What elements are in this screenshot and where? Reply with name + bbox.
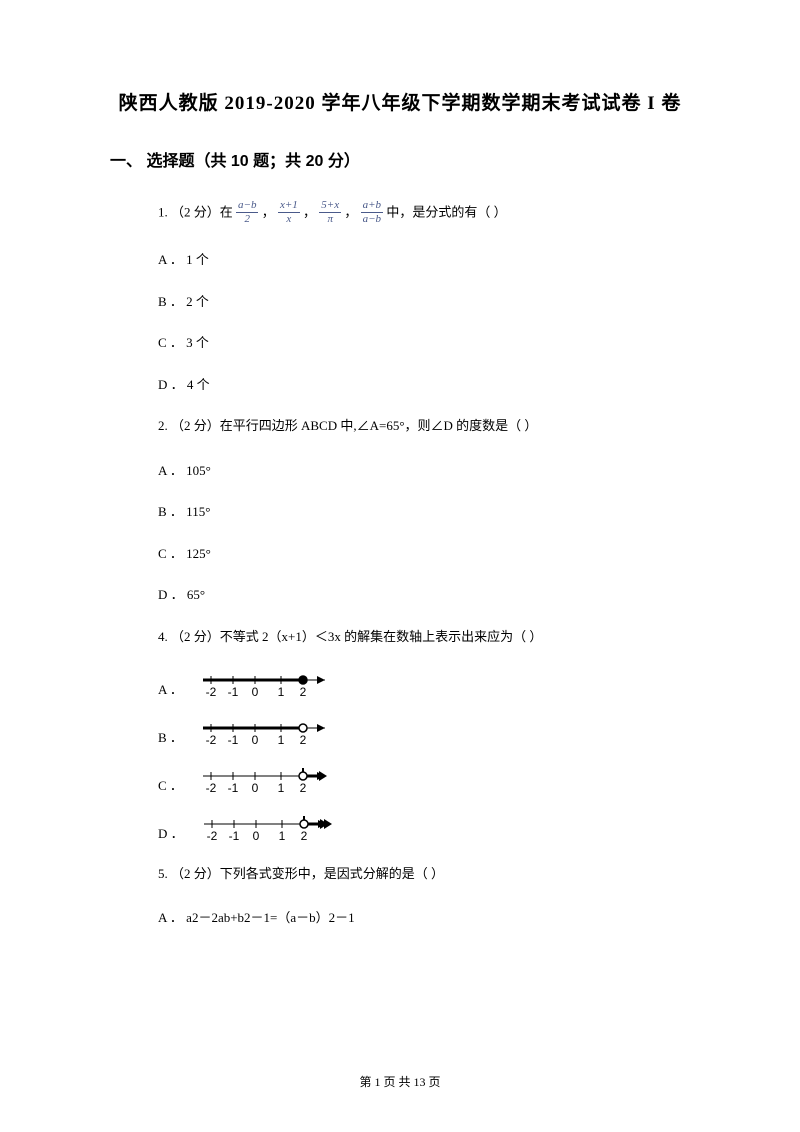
question-1: 1. （2 分）在 a−b 2 ， x+1 x ， 5+x π ， a+b a−… bbox=[158, 201, 690, 226]
q2-option-b: B ． 115° bbox=[158, 502, 690, 522]
question-5: 5. （2 分）下列各式变形中，是因式分解的是（ ） bbox=[158, 864, 690, 885]
svg-text:-1: -1 bbox=[228, 685, 239, 699]
q4-option-a: A ． -2 -1 0 1 2 bbox=[158, 672, 690, 706]
footer-prefix: 第 bbox=[359, 1075, 374, 1089]
q1-suffix: 中，是分式的有（ ） bbox=[386, 204, 506, 219]
svg-text:2: 2 bbox=[300, 829, 307, 843]
q4-option-b-label: B ． bbox=[158, 727, 183, 746]
section-header: 一、 选择题（共 10 题；共 20 分） bbox=[110, 147, 690, 171]
svg-text:2: 2 bbox=[300, 781, 307, 795]
q1-option-b: B ． 2 个 bbox=[158, 292, 690, 312]
svg-text:-2: -2 bbox=[206, 829, 217, 843]
svg-text:2: 2 bbox=[300, 733, 307, 747]
q4-option-d: D ． -2 -1 0 1 2 bbox=[158, 816, 690, 850]
question-2-stem: 2. （2 分）在平行四边形 ABCD 中,∠A=65°，则∠D 的度数是（ ） bbox=[158, 416, 690, 437]
sep-2: ， bbox=[303, 204, 319, 219]
svg-text:1: 1 bbox=[278, 733, 285, 747]
sep-1: ， bbox=[262, 204, 278, 219]
svg-text:-2: -2 bbox=[206, 685, 217, 699]
footer-middle: 页 共 bbox=[380, 1075, 413, 1089]
svg-text:-1: -1 bbox=[228, 781, 239, 795]
svg-text:1: 1 bbox=[278, 781, 285, 795]
svg-text:-1: -1 bbox=[228, 733, 239, 747]
svg-text:2: 2 bbox=[300, 685, 307, 699]
svg-text:-2: -2 bbox=[206, 781, 217, 795]
q4-option-c-label: C ． bbox=[158, 775, 183, 794]
numberline-a: -2 -1 0 1 2 bbox=[193, 672, 333, 706]
frac-1: a−b 2 bbox=[236, 200, 258, 225]
frac-3: 5+x π bbox=[319, 200, 341, 225]
sep-3: ， bbox=[344, 204, 360, 219]
q1-option-c: C ． 3 个 bbox=[158, 333, 690, 353]
q1-option-d: D ． 4 个 bbox=[158, 375, 690, 395]
numberline-b: -2 -1 0 1 2 bbox=[193, 720, 333, 754]
q2-option-d: D ． 65° bbox=[158, 585, 690, 605]
q4-option-d-label: D ． bbox=[158, 823, 184, 842]
question-5-stem: 5. （2 分）下列各式变形中，是因式分解的是（ ） bbox=[158, 864, 690, 885]
question-2: 2. （2 分）在平行四边形 ABCD 中,∠A=65°，则∠D 的度数是（ ） bbox=[158, 416, 690, 437]
svg-text:-1: -1 bbox=[228, 829, 239, 843]
q2-option-a: A ． 105° bbox=[158, 461, 690, 481]
q4-option-a-label: A ． bbox=[158, 679, 183, 698]
page-footer: 第 1 页 共 13 页 bbox=[0, 1073, 800, 1090]
svg-text:1: 1 bbox=[278, 685, 285, 699]
q1-option-a: A ． 1 个 bbox=[158, 250, 690, 270]
q4-option-c: C ． -2 -1 0 1 2 bbox=[158, 768, 690, 802]
question-1-stem: 1. （2 分）在 a−b 2 ， x+1 x ， 5+x π ， a+b a−… bbox=[158, 201, 690, 226]
frac-2: x+1 x bbox=[278, 200, 300, 225]
svg-text:0: 0 bbox=[252, 733, 259, 747]
footer-total: 13 bbox=[414, 1075, 426, 1089]
svg-text:-2: -2 bbox=[206, 733, 217, 747]
question-4-stem: 4. （2 分）不等式 2（x+1）＜3x 的解集在数轴上表示出来应为（ ） bbox=[158, 627, 690, 648]
question-4: 4. （2 分）不等式 2（x+1）＜3x 的解集在数轴上表示出来应为（ ） bbox=[158, 627, 690, 648]
footer-suffix: 页 bbox=[426, 1075, 441, 1089]
q4-option-b: B ． -2 -1 0 1 2 bbox=[158, 720, 690, 754]
svg-text:0: 0 bbox=[252, 685, 259, 699]
q2-option-c: C ． 125° bbox=[158, 544, 690, 564]
frac-4: a+b a−b bbox=[361, 200, 383, 225]
svg-text:0: 0 bbox=[252, 781, 259, 795]
svg-text:1: 1 bbox=[278, 829, 285, 843]
q1-prefix: 1. （2 分）在 bbox=[158, 204, 236, 219]
svg-text:0: 0 bbox=[252, 829, 259, 843]
q5-option-a: A ． a2－2ab+b2－1=（a－b）2－1 bbox=[158, 908, 690, 928]
numberline-c: -2 -1 0 1 2 bbox=[193, 768, 333, 802]
numberline-d: -2 -1 0 1 2 bbox=[194, 816, 334, 850]
page-title: 陕西人教版 2019-2020 学年八年级下学期数学期末考试试卷 I 卷 bbox=[110, 88, 690, 115]
